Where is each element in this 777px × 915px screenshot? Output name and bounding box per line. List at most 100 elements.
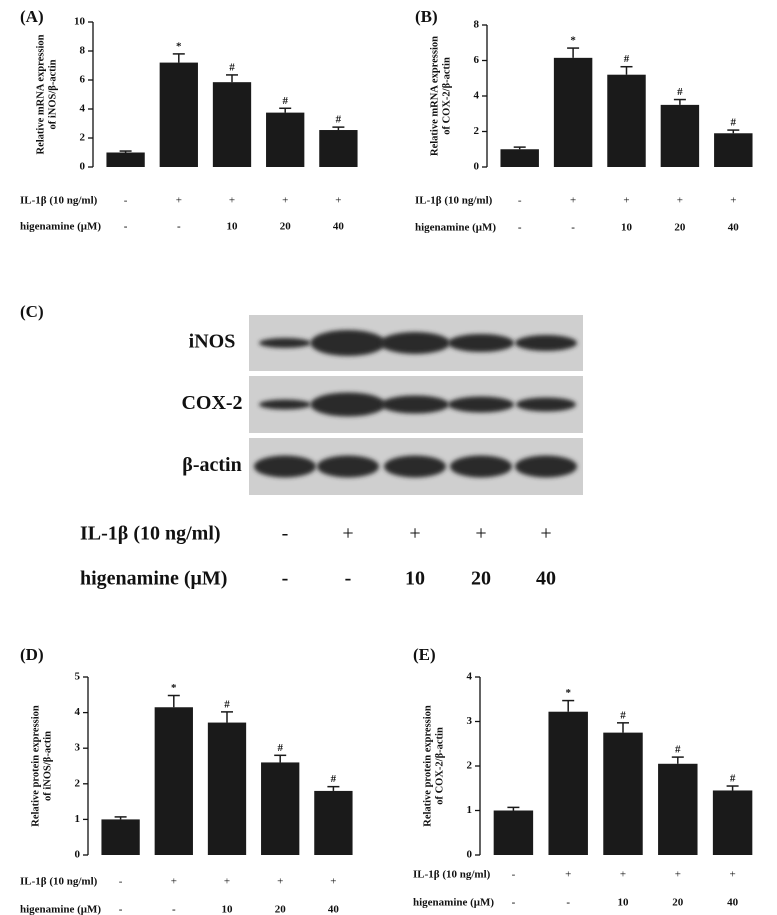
y-tick-label: 2 — [80, 132, 86, 144]
condition-label: IL-1β (10 ng/ml) — [415, 195, 493, 207]
condition-value: - — [177, 221, 181, 233]
bar — [548, 711, 588, 855]
y-axis-label: of COX-2/β-actin — [441, 57, 452, 135]
condition-value: - — [119, 904, 123, 915]
significance-mark: # — [620, 709, 626, 721]
condition-value: - — [282, 523, 289, 545]
significance-mark: # — [624, 53, 630, 65]
blot-band — [448, 396, 514, 413]
condition-value: + — [729, 869, 735, 881]
y-tick-label: 4 — [80, 103, 86, 115]
blot-band — [317, 455, 379, 478]
blot-row-label: β-actin — [182, 454, 241, 476]
condition-value: 20 — [275, 904, 287, 915]
condition-value: - — [282, 568, 289, 590]
bar — [553, 57, 593, 167]
blot-band — [310, 330, 386, 356]
condition-value: - — [512, 897, 516, 909]
y-tick-label: 1 — [467, 804, 473, 816]
y-tick-label: 0 — [80, 161, 86, 173]
bar — [493, 810, 534, 855]
bar — [154, 707, 193, 855]
condition-value: 10 — [405, 568, 425, 590]
condition-value: + — [565, 869, 571, 881]
condition-value: 40 — [727, 897, 739, 909]
condition-value: + — [540, 523, 551, 545]
condition-value: - — [518, 195, 522, 207]
condition-value: - — [119, 876, 123, 888]
condition-label: higenamine (μM) — [20, 904, 101, 915]
y-tick-label: 5 — [75, 671, 81, 683]
blot-band — [515, 455, 577, 478]
condition-value: + — [675, 869, 681, 881]
condition-value: - — [571, 222, 575, 234]
condition-value: + — [335, 195, 341, 207]
blot-band — [381, 395, 449, 414]
bar — [106, 152, 145, 167]
y-tick-label: 0 — [75, 849, 81, 861]
significance-mark: # — [224, 698, 230, 710]
bar — [714, 133, 753, 167]
condition-value: + — [171, 876, 177, 888]
blot-band — [384, 455, 446, 478]
condition-value: + — [623, 195, 629, 207]
condition-value: + — [277, 876, 283, 888]
significance-mark: * — [570, 35, 576, 47]
blot-row-label: iNOS — [189, 331, 236, 353]
condition-value: + — [342, 523, 353, 545]
y-tick-label: 3 — [467, 715, 473, 727]
condition-label: IL-1β (10 ng/ml) — [20, 195, 98, 207]
significance-mark: # — [336, 114, 342, 126]
bar — [712, 790, 753, 855]
condition-value: 20 — [280, 221, 292, 233]
y-tick-label: 4 — [467, 671, 473, 683]
condition-value: + — [730, 195, 736, 207]
y-axis-label: of iNOS/β-actin — [47, 59, 58, 129]
bar — [261, 762, 300, 855]
significance-mark: # — [731, 117, 737, 129]
condition-value: - — [124, 195, 128, 207]
condition-value: - — [566, 897, 570, 909]
blot-band — [259, 399, 311, 410]
blot-band — [310, 392, 386, 417]
y-tick-label: 2 — [467, 760, 473, 772]
y-tick-label: 2 — [474, 125, 480, 137]
bar — [212, 82, 252, 167]
y-tick-label: 6 — [474, 54, 480, 66]
y-axis-label: of iNOS/β-actin — [42, 731, 53, 801]
blot-band — [516, 397, 576, 412]
bar — [207, 722, 247, 855]
condition-value: 20 — [674, 222, 686, 234]
blot-band — [515, 335, 577, 351]
y-tick-label: 10 — [74, 16, 86, 28]
condition-label: IL-1β (10 ng/ml) — [413, 869, 491, 881]
blot-band — [448, 334, 514, 352]
y-tick-label: 0 — [474, 161, 480, 173]
blot-band — [380, 332, 450, 354]
condition-value: 10 — [222, 904, 234, 915]
condition-value: 10 — [227, 221, 239, 233]
condition-label: higenamine (μM) — [415, 222, 496, 234]
condition-value: 40 — [333, 221, 345, 233]
significance-mark: * — [176, 40, 182, 52]
significance-mark: # — [730, 773, 736, 785]
y-tick-label: 8 — [474, 19, 480, 31]
significance-mark: # — [675, 744, 681, 756]
y-tick-label: 6 — [80, 74, 86, 86]
panel-label: (B) — [415, 7, 438, 26]
condition-label: IL-1β (10 ng/ml) — [20, 876, 98, 888]
bar — [607, 74, 646, 167]
significance-mark: * — [171, 682, 177, 694]
blot-band — [259, 338, 311, 348]
y-axis-label: Relative mRNA expression — [429, 36, 440, 156]
condition-value: 40 — [536, 568, 556, 590]
condition-value: + — [330, 876, 336, 888]
y-axis-label: Relative mRNA expression — [35, 34, 46, 154]
condition-value: + — [176, 195, 182, 207]
condition-value: 40 — [728, 222, 740, 234]
y-tick-label: 1 — [75, 813, 81, 825]
condition-value: 10 — [618, 897, 630, 909]
condition-value: - — [345, 568, 352, 590]
bar — [266, 112, 305, 167]
significance-mark: # — [282, 95, 288, 107]
